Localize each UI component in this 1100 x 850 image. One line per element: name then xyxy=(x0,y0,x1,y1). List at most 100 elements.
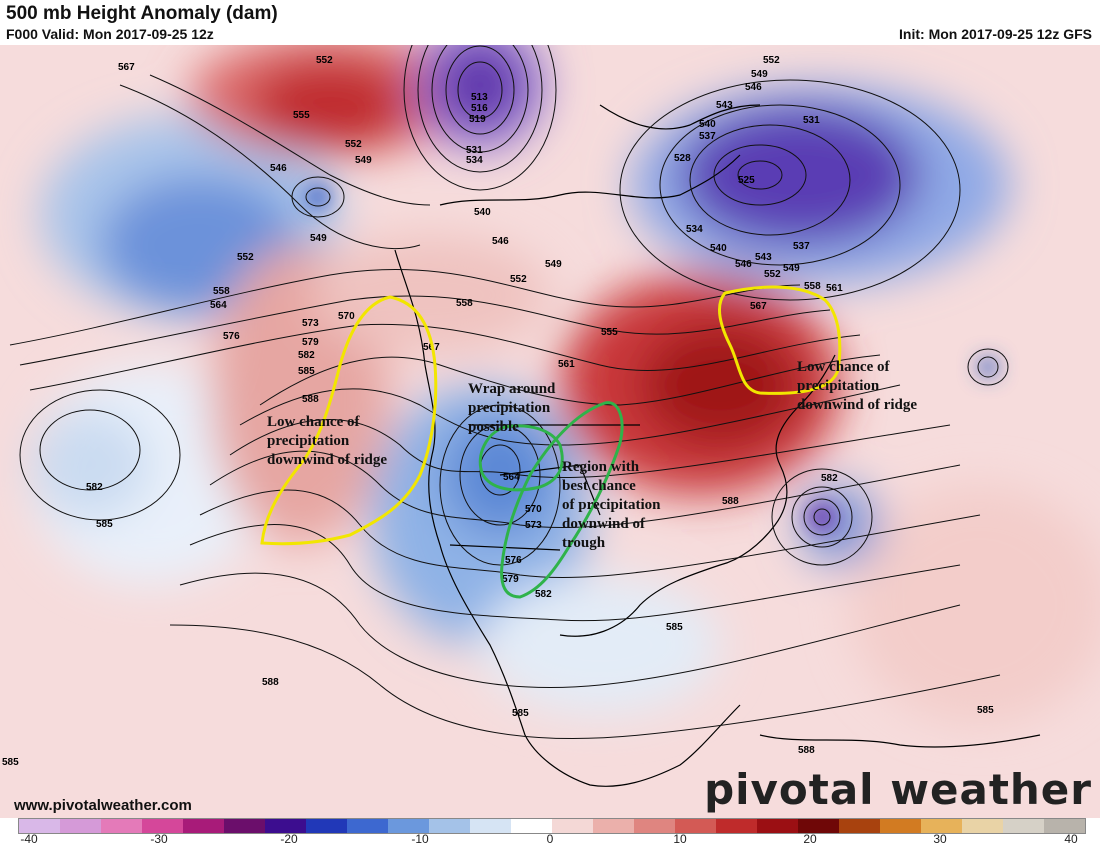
low-centers xyxy=(306,185,998,531)
colorbar-swatch xyxy=(511,819,552,833)
colorbar-swatch xyxy=(388,819,429,833)
contour-label: 579 xyxy=(502,574,519,585)
contour-label: 585 xyxy=(977,705,994,716)
colorbar-swatch xyxy=(1044,819,1085,833)
colorbar-swatch xyxy=(675,819,716,833)
colorbar-swatch xyxy=(839,819,880,833)
best-region-outline xyxy=(500,401,624,599)
contour-label: 543 xyxy=(755,252,772,263)
colorbar-swatch xyxy=(593,819,634,833)
east-ridge-annotation: Low chance of precipitation downwind of … xyxy=(797,359,918,413)
colorbar-tick: 20 xyxy=(803,832,817,846)
contour-label: 588 xyxy=(722,496,739,507)
contour-label: 582 xyxy=(821,473,838,484)
map-header: 500 mb Height Anomaly (dam) F000 Valid: … xyxy=(0,0,1100,44)
contour-label: 552 xyxy=(316,55,333,66)
colorbar-swatch xyxy=(716,819,757,833)
colorbar-swatch xyxy=(552,819,593,833)
contour-label: 573 xyxy=(302,318,319,329)
contour-label: 573 xyxy=(525,520,542,531)
contour-label: 558 xyxy=(804,281,821,292)
contour-label: 564 xyxy=(503,472,520,483)
colorbar xyxy=(18,818,1086,834)
colorbar-swatch xyxy=(265,819,306,833)
contour-label: 549 xyxy=(783,263,800,274)
colorbar-tick: 30 xyxy=(933,832,947,846)
anomaly-shading xyxy=(30,45,1100,725)
valid-time: F000 Valid: Mon 2017-09-25 12z xyxy=(6,26,214,42)
height-contours xyxy=(9,45,1009,739)
contour-label: 537 xyxy=(699,131,716,142)
contour-label: 531 xyxy=(803,115,820,126)
contour-label: 549 xyxy=(310,233,327,244)
colorbar-swatch xyxy=(921,819,962,833)
contour-label: 543 xyxy=(716,100,733,111)
colorbar-tick: 10 xyxy=(673,832,687,846)
contour-label: 588 xyxy=(798,745,815,756)
contour-label: 567 xyxy=(750,301,767,312)
colorbar-tick: 40 xyxy=(1064,832,1078,846)
contour-label: 552 xyxy=(237,252,254,263)
contour-label: 582 xyxy=(298,350,315,361)
contour-label: 588 xyxy=(262,677,279,688)
contour-label: 585 xyxy=(666,622,683,633)
colorbar-tick: -20 xyxy=(280,832,298,846)
colorbar-swatch xyxy=(60,819,101,833)
contour-label: 540 xyxy=(474,207,491,218)
height-anomaly-map: 567 552 555 552 549 546 549 552 558 564 … xyxy=(0,45,1100,818)
colorbar-tick: -30 xyxy=(150,832,168,846)
contour-label: 534 xyxy=(466,155,483,166)
contour-label: 546 xyxy=(735,259,752,270)
wrap-around-annotation: Wrap around precipitation possible xyxy=(468,381,556,435)
colorbar-swatch xyxy=(224,819,265,833)
contour-label: 585 xyxy=(512,708,529,719)
contour-label: 558 xyxy=(456,298,473,309)
contour-label: 534 xyxy=(686,224,703,235)
contour-label: 582 xyxy=(86,482,103,493)
colorbar-swatch xyxy=(470,819,511,833)
contour-label: 585 xyxy=(298,366,315,377)
colorbar-tick: 0 xyxy=(546,832,554,846)
colorbar-swatch xyxy=(798,819,839,833)
init-time: Init: Mon 2017-09-25 12z GFS xyxy=(899,26,1092,42)
contour-label: 549 xyxy=(545,259,562,270)
colorbar-swatch xyxy=(347,819,388,833)
contour-label: 552 xyxy=(510,274,527,285)
contour-label: 570 xyxy=(525,504,542,515)
contour-label: 588 xyxy=(302,394,319,405)
contour-label: 585 xyxy=(2,757,19,768)
contour-label: 552 xyxy=(764,269,781,280)
contour-label: 576 xyxy=(505,555,522,566)
contour-label: 570 xyxy=(338,311,355,322)
contour-label: 585 xyxy=(96,519,113,530)
west-ridge-outline xyxy=(260,295,438,546)
brand-logo: pivotal weather xyxy=(704,765,1092,814)
colorbar-swatch xyxy=(962,819,1003,833)
contour-label: 549 xyxy=(751,69,768,80)
contour-label: 576 xyxy=(223,331,240,342)
contour-label: 516 xyxy=(471,103,488,114)
contour-label: 561 xyxy=(558,359,575,370)
colorbar-swatch xyxy=(634,819,675,833)
contour-label: 564 xyxy=(210,300,227,311)
contour-label: 537 xyxy=(793,241,810,252)
west-ridge-annotation: Low chance of precipitation downwind of … xyxy=(267,414,388,468)
contour-label: 552 xyxy=(763,55,780,66)
colorbar-swatch xyxy=(183,819,224,833)
wrap-around-outline xyxy=(478,424,564,492)
colorbar-swatch xyxy=(306,819,347,833)
contour-label: 549 xyxy=(355,155,372,166)
colorbar-swatch xyxy=(101,819,142,833)
contour-label: 546 xyxy=(745,82,762,93)
colorbar-swatch xyxy=(19,819,60,833)
map-title: 500 mb Height Anomaly (dam) xyxy=(6,3,278,24)
colorbar-swatch xyxy=(1003,819,1044,833)
contour-label: 540 xyxy=(710,243,727,254)
contour-label: 561 xyxy=(826,283,843,294)
contour-label: 582 xyxy=(535,589,552,600)
website-watermark: www.pivotalweather.com xyxy=(14,797,192,814)
contour-label: 513 xyxy=(471,92,488,103)
contour-label: 525 xyxy=(738,175,755,186)
colorbar-swatch xyxy=(142,819,183,833)
colorbar-tick: -10 xyxy=(411,832,429,846)
